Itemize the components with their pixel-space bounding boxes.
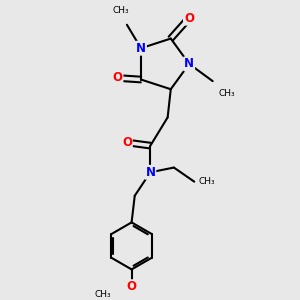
Text: O: O <box>112 71 122 85</box>
Text: CH₃: CH₃ <box>112 6 129 15</box>
Text: N: N <box>146 166 155 179</box>
Text: CH₃: CH₃ <box>199 177 216 186</box>
Text: N: N <box>184 57 194 70</box>
Text: O: O <box>122 136 132 149</box>
Text: N: N <box>136 42 146 55</box>
Text: CH₃: CH₃ <box>219 89 236 98</box>
Text: CH₃: CH₃ <box>94 290 111 299</box>
Text: O: O <box>184 12 194 25</box>
Text: O: O <box>127 280 136 293</box>
